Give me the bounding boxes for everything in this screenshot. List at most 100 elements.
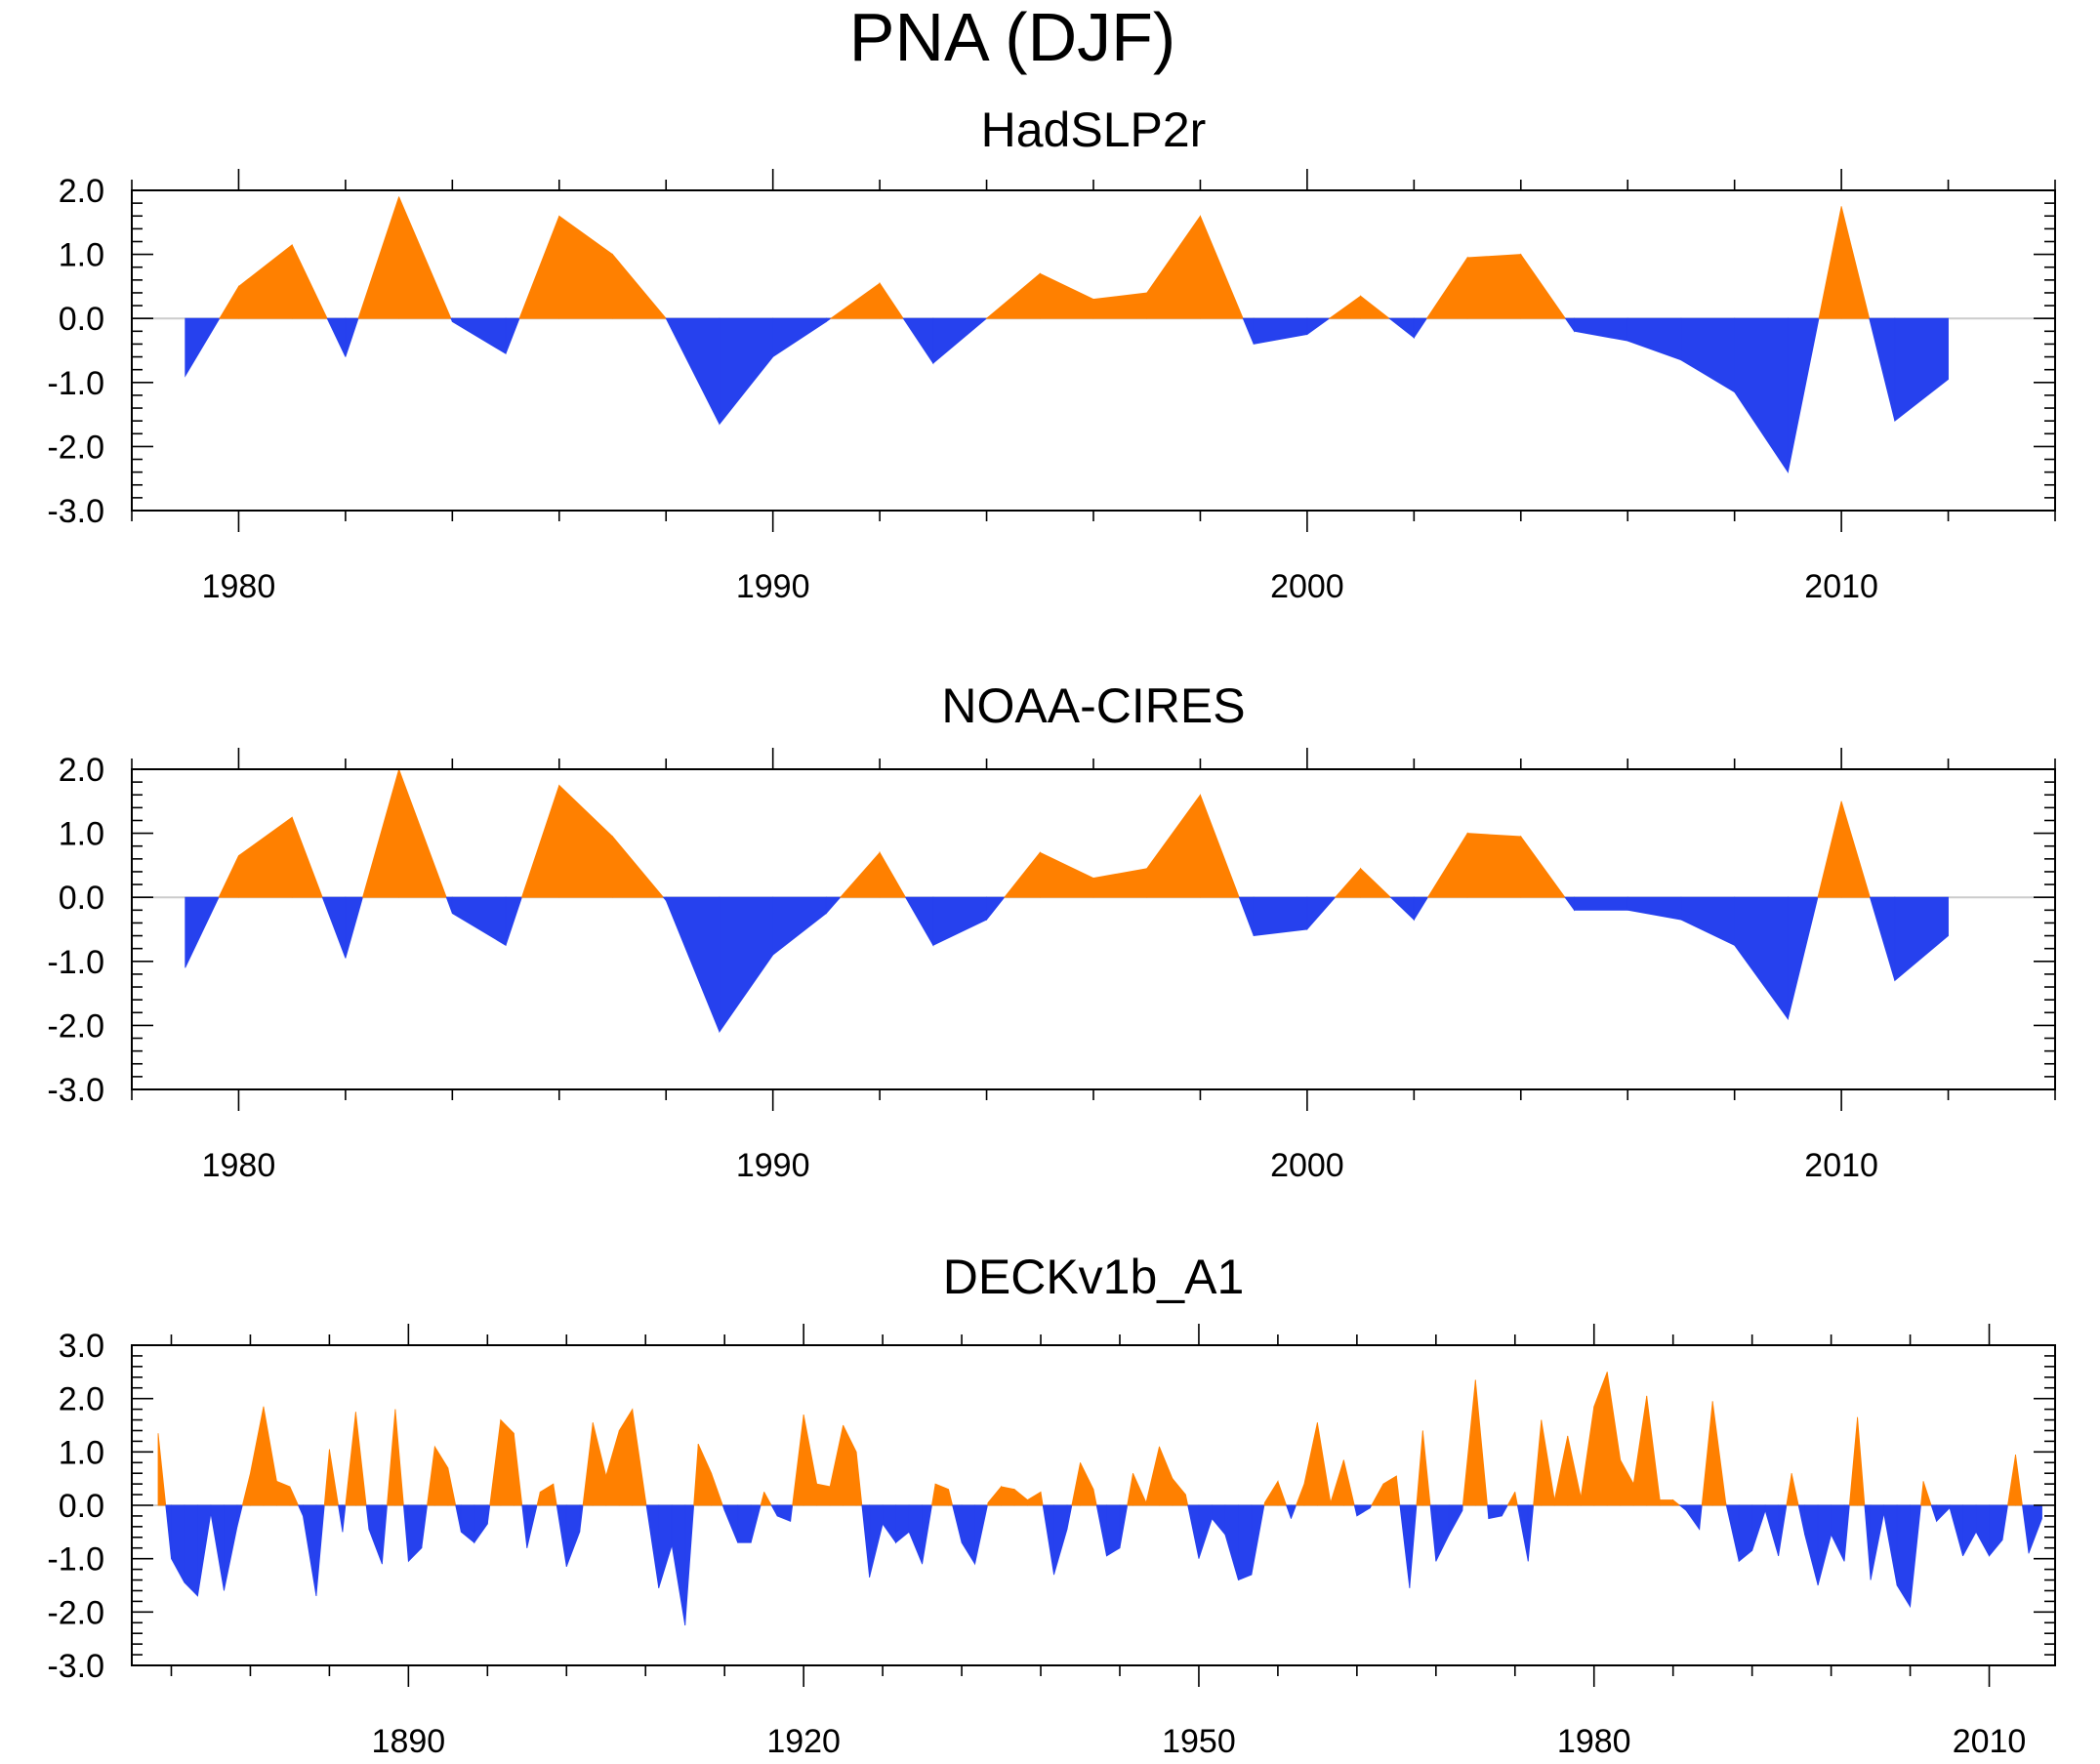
y-tick-label: 2.0: [59, 752, 104, 789]
positive-area-segment: [985, 272, 1041, 319]
positive-area-segment: [693, 1444, 699, 1506]
negative-area-segment: [1975, 1504, 1990, 1557]
positive-area-segment: [558, 784, 613, 898]
positive-area-segment: [644, 1499, 647, 1506]
positive-area-segment: [1659, 1499, 1674, 1506]
positive-area-segment: [1334, 867, 1362, 898]
negative-area-segment: [381, 1504, 388, 1565]
positive-area-segment: [1632, 1395, 1648, 1506]
x-tick-label: 1980: [202, 568, 276, 605]
negative-area-segment: [1253, 896, 1308, 937]
negative-area-segment: [1198, 1504, 1213, 1559]
positive-area-segment: [879, 281, 904, 319]
positive-area-segment: [2007, 1455, 2016, 1506]
negative-area-segment: [645, 1504, 660, 1588]
positive-area-segment: [513, 1433, 523, 1506]
positive-area-segment: [1620, 1459, 1634, 1506]
negative-area-segment: [825, 317, 833, 323]
positive-area-segment: [1857, 1416, 1866, 1506]
positive-area-segment: [1360, 867, 1392, 898]
positive-area-segment: [500, 1418, 515, 1506]
positive-area-segment: [1421, 1430, 1431, 1506]
positive-area-segment: [1725, 1502, 1727, 1506]
x-tick-label: 2010: [1804, 1147, 1878, 1184]
negative-area-segment: [1787, 896, 1819, 1019]
positive-area-segment: [1606, 1372, 1622, 1506]
negative-area-segment: [974, 1504, 988, 1565]
negative-area-segment: [1894, 317, 1949, 422]
negative-area-segment: [486, 1504, 491, 1525]
x-tick-label: 2000: [1270, 568, 1344, 605]
negative-area-segment: [861, 1504, 871, 1578]
negative-area-segment: [1119, 1504, 1129, 1548]
negative-area-segment: [224, 1504, 238, 1591]
positive-area-segment: [1840, 206, 1871, 319]
positive-area-segment: [829, 1424, 844, 1506]
negative-area-segment: [986, 896, 1006, 922]
negative-area-segment: [1238, 896, 1255, 936]
panel-title: NOAA-CIRES: [941, 678, 1245, 733]
y-tick-label: 0.0: [59, 1488, 104, 1525]
negative-area-segment: [1864, 1504, 1872, 1580]
y-tick-label: -3.0: [47, 1648, 104, 1685]
positive-area-segment: [1416, 1430, 1423, 1506]
positive-area-segment: [1146, 214, 1201, 319]
positive-area-segment: [618, 1408, 634, 1506]
negative-area-segment: [184, 1504, 198, 1597]
positive-area-segment: [1371, 1483, 1384, 1506]
positive-area-segment: [1425, 256, 1468, 319]
negative-area-segment: [297, 1504, 304, 1517]
negative-area-segment: [961, 1504, 975, 1566]
positive-area-segment: [1672, 1498, 1681, 1506]
negative-area-segment: [750, 1504, 762, 1543]
chart-panel-2: DECKv1b_A1 3.0 2.0 1.0 0.0 -1.0 -2.0 -3.0 1890 19…: [47, 1250, 2056, 1760]
negative-area-segment: [770, 1504, 778, 1517]
positive-area-segment: [518, 216, 560, 319]
negative-area-segment: [1286, 1504, 1292, 1519]
positive-area-segment: [1580, 1406, 1595, 1506]
y-tick-label: 2.0: [59, 173, 104, 210]
negative-area-segment: [1817, 1504, 1832, 1586]
positive-area-segment: [855, 1452, 863, 1506]
x-tick-label: 1980: [1557, 1723, 1631, 1760]
negative-area-segment: [723, 1504, 739, 1543]
negative-area-segment: [1187, 1504, 1200, 1559]
positive-area-segment: [1840, 800, 1871, 898]
negative-area-segment: [1389, 896, 1415, 922]
negative-area-segment: [505, 896, 523, 946]
negative-area-segment: [1869, 317, 1896, 422]
positive-area-segment: [427, 1446, 435, 1506]
negative-area-segment: [460, 1504, 475, 1544]
negative-area-segment: [185, 317, 221, 378]
chart-panel-0: HadSLP2r 2.0 1.0 0.0 -1.0 -2.0 -3.0 1980 1990 200…: [47, 103, 2056, 605]
y-tick-label: -1.0: [47, 944, 104, 981]
y-tick-label: -2.0: [47, 429, 104, 466]
negative-area-segment: [185, 896, 220, 968]
negative-area-segment: [1930, 1504, 1937, 1522]
positive-area-segment: [948, 1489, 954, 1506]
positive-area-segment: [931, 1484, 936, 1506]
positive-area-segment: [1593, 1372, 1608, 1506]
positive-area-segment: [1818, 206, 1842, 319]
negative-area-segment: [662, 896, 667, 902]
negative-area-segment: [445, 896, 453, 914]
negative-area-segment: [825, 896, 842, 915]
negative-area-segment: [1488, 1504, 1503, 1520]
positive-area-segment: [1514, 1492, 1518, 1506]
negative-area-segment: [1787, 317, 1820, 472]
negative-area-segment: [1699, 1504, 1703, 1530]
x-tick-label: 1920: [766, 1723, 841, 1760]
positive-area-segment: [1848, 1416, 1858, 1506]
negative-area-segment: [1626, 896, 1682, 921]
positive-area-segment: [1145, 1446, 1160, 1506]
negative-area-segment: [365, 1504, 370, 1530]
x-tick-label: 1990: [736, 1147, 810, 1184]
negative-area-segment: [1564, 896, 1575, 912]
negative-area-segment: [1869, 896, 1896, 981]
negative-area-segment: [1962, 1504, 1977, 1557]
positive-area-segment: [1172, 1477, 1186, 1506]
positive-area-segment: [354, 1412, 367, 1506]
negative-area-segment: [1224, 1504, 1239, 1580]
negative-area-segment: [474, 1504, 488, 1544]
positive-area-segment: [1277, 1481, 1288, 1506]
